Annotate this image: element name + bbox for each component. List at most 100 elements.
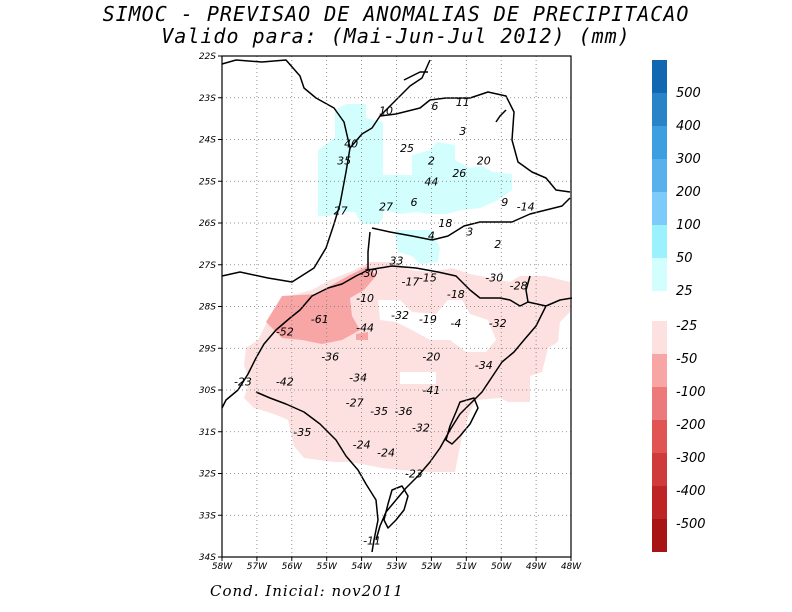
lat-label: 27S: [199, 261, 216, 271]
anomaly-value: 33: [390, 255, 404, 268]
legend-negative: -25 -50 -100 -200 -300 -400 -500: [652, 319, 706, 552]
lat-label: 29S: [199, 344, 216, 354]
anomaly-value: -17: [401, 275, 419, 288]
anomaly-value: -34: [475, 359, 493, 372]
legend-color-box: [652, 126, 667, 159]
anomaly-value: -10: [356, 292, 374, 305]
legend-color-box: [652, 519, 667, 552]
anomaly-value: -32: [391, 309, 409, 322]
legend-color-box: [652, 192, 667, 225]
lon-label: 56W: [282, 562, 303, 572]
anomaly-value: -52: [276, 326, 294, 339]
anomaly-value: -14: [517, 200, 535, 213]
anomaly-value: -35: [370, 405, 388, 418]
anomaly-value: -24: [353, 438, 371, 451]
legend-color-box: [652, 420, 667, 453]
anomaly-value: -23: [405, 468, 423, 481]
legend-color-box: [652, 321, 667, 354]
legend-color-box: [652, 60, 667, 93]
anomaly-value: -44: [356, 321, 374, 334]
anomaly-value: -4: [450, 317, 461, 330]
anomaly-value: 26: [452, 167, 466, 180]
anomaly-value: -27: [346, 397, 364, 410]
strong-negative-anomaly-region: [266, 266, 376, 344]
lat-label: 26S: [199, 219, 216, 229]
lat-label: 23S: [199, 94, 216, 104]
anomaly-value: 27: [379, 200, 393, 213]
legend-positive: 500 400 300 200 100 50 25: [652, 60, 701, 299]
border-line: [495, 109, 507, 123]
border-line: [379, 91, 571, 193]
positive-anomaly-region: [395, 230, 440, 264]
border-line: [255, 391, 379, 553]
anomaly-value: 11: [456, 96, 470, 109]
legend-color-box: [652, 93, 667, 126]
lon-label: 54W: [351, 562, 372, 572]
map-subtitle: Valido para: (Mai-Jun-Jul 2012) (mm): [161, 24, 631, 48]
border-line: [371, 197, 571, 241]
legend-label: -100: [676, 385, 706, 400]
lon-label: 49W: [526, 562, 547, 572]
legend-color-box: [652, 354, 667, 387]
anomaly-value: 2: [428, 154, 435, 167]
border-line: [349, 59, 431, 149]
anomaly-value: -30: [485, 271, 503, 284]
anomaly-value: -34: [349, 371, 367, 384]
longitude-axis: 58W 57W 56W 55W 54W 53W 52W 51W 50W 49W 48W: [212, 557, 582, 572]
negative-anomaly-region: [244, 262, 570, 472]
anomaly-value: -32: [412, 422, 430, 435]
border-line: [403, 71, 428, 81]
anomaly-value: 20: [477, 154, 491, 167]
legend-label: 200: [676, 185, 701, 200]
lon-label: 52W: [421, 562, 442, 572]
lat-label: 24S: [199, 136, 216, 146]
legend-color-box: [652, 225, 667, 258]
anomaly-value: -24: [377, 447, 395, 460]
anomaly-value: -36: [321, 351, 339, 364]
lat-label: 30S: [199, 386, 216, 396]
anomaly-value: 44: [424, 175, 438, 188]
legend-label: 25: [676, 284, 693, 299]
legend-label: -50: [676, 352, 697, 367]
anomaly-value: 18: [438, 217, 452, 230]
anomaly-value: 6: [410, 196, 417, 209]
lon-label: 58W: [212, 562, 233, 572]
lon-label: 53W: [386, 562, 407, 572]
anomaly-value: -42: [276, 376, 294, 389]
anomaly-value: -28: [510, 280, 528, 293]
legend-label: -200: [676, 418, 706, 433]
anomaly-value: 9: [501, 196, 508, 209]
legend-color-box: [652, 159, 667, 192]
anomaly-value: -19: [419, 313, 437, 326]
lat-label: 28S: [199, 303, 216, 313]
anomaly-value: -23: [234, 376, 252, 389]
legend-label: 500: [676, 86, 701, 101]
anomaly-values: 10 6 11 3 40 25 2 20 35 26 44 27 27 6 9 -14 18 3 4 2 33 -30 -1…: [234, 96, 535, 547]
anomaly-value: 25: [400, 142, 414, 155]
positive-anomaly-region: [383, 142, 512, 214]
anomaly-value: -61: [311, 313, 329, 326]
lon-label: 48W: [561, 562, 582, 572]
neutral-region: [400, 372, 436, 384]
boundaries: [221, 59, 573, 553]
lon-label: 55W: [317, 562, 338, 572]
anomaly-value: -32: [489, 317, 507, 330]
anomaly-value: 3: [466, 225, 473, 238]
river: [525, 275, 531, 303]
legend-label: -25: [676, 319, 697, 334]
positive-anomaly-region: [318, 104, 383, 224]
anomaly-value: 4: [428, 230, 435, 243]
anomaly-value: -11: [363, 534, 381, 547]
anomaly-value: -20: [422, 351, 440, 364]
border-line: [367, 231, 371, 270]
legend-color-box: [652, 258, 667, 291]
anomaly-value: 40: [344, 138, 358, 151]
anomaly-value: 6: [431, 100, 438, 113]
legend-label: 100: [676, 218, 701, 233]
lagoon: [445, 397, 479, 445]
legend-label: 50: [676, 251, 693, 266]
anomaly-value: 35: [337, 154, 351, 167]
legend-label: 400: [676, 119, 701, 134]
legend-color-box: [652, 387, 667, 420]
